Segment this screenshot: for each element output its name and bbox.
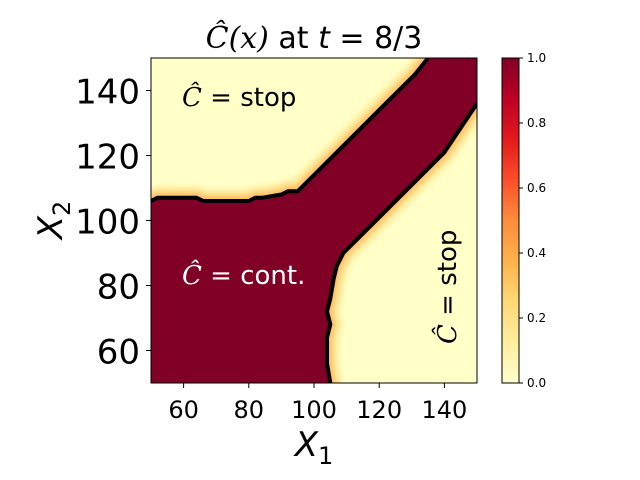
annotation-text: = stop [202,83,296,113]
continuation-region [151,58,477,383]
y-axis-label: X2 [31,201,76,242]
colorbar-ticks: 0.0 0.2 0.4 0.6 0.8 1.0 [519,51,546,390]
y-tick-label: 80 [97,268,140,308]
colorbar-tick-label: 0.0 [527,376,546,390]
annotation-continue: Ĉ = cont. [182,259,305,291]
annotation-text: = stop [433,230,463,324]
x-label-sub: 1 [318,442,333,470]
colorbar-tick-label: 0.2 [527,311,546,325]
colorbar-tick-label: 0.6 [527,181,546,195]
annotation-math: Ĉ [431,324,463,344]
annotation-stop-right: Ĉ = stop [431,230,463,344]
title-var: t [318,21,331,56]
colorbar-tick-label: 0.8 [527,116,546,130]
y-tick-label: 100 [75,203,140,243]
y-tick-label: 140 [75,73,140,113]
y-label-var: X [31,215,71,241]
x-tick-label: 60 [168,396,199,424]
colorbar [501,57,520,384]
x-axis-ticks: 60 80 100 120 140 [168,383,467,424]
annotation-math: Ĉ [182,259,202,291]
x-tick-label: 120 [356,396,402,424]
colorbar-tick-label: 0.4 [527,246,546,260]
title-rest: = 8/3 [330,21,423,56]
y-axis-ticks: 60 80 100 120 140 [75,73,151,373]
title-middle: at [269,21,318,56]
x-tick-label: 100 [291,396,337,424]
boundary-upper [151,58,430,203]
y-tick-label: 120 [75,138,140,178]
colorbar-tick-label: 1.0 [527,51,546,65]
x-label-var: X [293,425,319,465]
chart-title: Ĉ(x) at t = 8/3 [206,20,423,56]
y-tick-label: 60 [97,333,140,373]
annotation-text: = cont. [202,261,305,291]
x-tick-label: 80 [234,396,265,424]
annotation-math: Ĉ [182,81,202,113]
y-label-sub: 2 [48,201,76,216]
annotation-stop-top-left: Ĉ = stop [182,81,296,113]
stopping-boundaries [151,58,477,383]
x-axis-label: X1 [293,425,334,470]
boundary-lower [325,102,477,383]
x-tick-label: 140 [421,396,467,424]
title-math-symbol: Ĉ(x) [206,20,269,56]
